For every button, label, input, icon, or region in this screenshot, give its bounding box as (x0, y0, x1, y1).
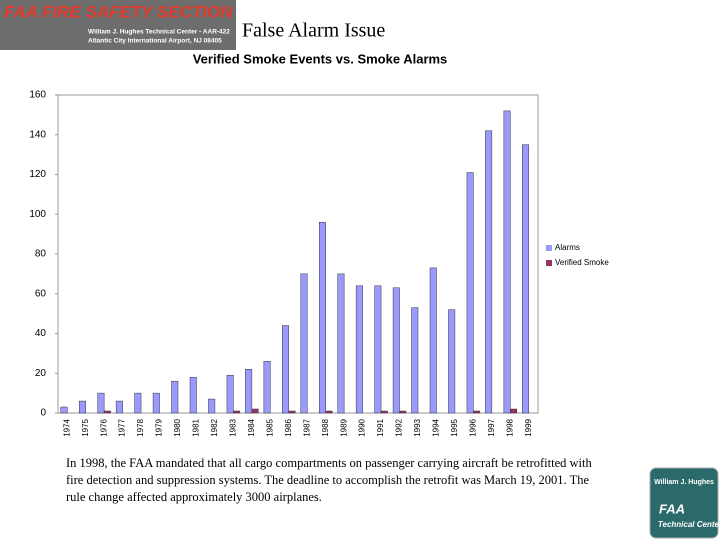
bar (251, 408, 259, 414)
x-tick-label: 1996 (468, 418, 477, 436)
bar (392, 287, 400, 414)
bar (337, 273, 345, 414)
header-logo (0, 0, 236, 50)
bar (300, 273, 308, 414)
logo-center: Technical Center (658, 520, 720, 529)
tech-center-logo (649, 467, 719, 539)
bar (60, 406, 68, 414)
bar (473, 410, 481, 414)
x-tick-label: 1991 (376, 418, 385, 436)
x-tick-label: 1994 (432, 418, 441, 436)
chart-title: Verified Smoke Events vs. Smoke Alarms (193, 51, 448, 66)
bar (208, 398, 216, 414)
y-tick-label: 60 (35, 288, 47, 299)
bar (288, 410, 296, 414)
caption: In 1998, the FAA mandated that all cargo… (66, 456, 592, 504)
x-tick-label: 1989 (339, 418, 348, 436)
x-tick-label: 1974 (62, 418, 71, 436)
center-name: William J. Hughes Technical Center - AAR… (88, 29, 230, 36)
x-tick-label: 1986 (284, 418, 293, 436)
bar (325, 410, 333, 414)
x-tick-label: 1976 (99, 418, 108, 436)
bar (233, 410, 241, 414)
y-tick-label: 40 (35, 328, 47, 339)
x-tick-label: 1988 (321, 418, 330, 436)
x-tick-label: 1982 (210, 418, 219, 436)
plot-area (57, 94, 539, 414)
x-tick-label: 1995 (450, 418, 459, 436)
bar (189, 376, 197, 414)
y-tick-label: 100 (29, 209, 46, 220)
bar (318, 221, 326, 414)
x-tick-label: 1985 (265, 418, 274, 436)
bar (355, 285, 363, 414)
y-tick-label: 20 (35, 368, 47, 379)
y-tick-label: 140 (29, 129, 46, 140)
y-tick-label: 80 (35, 249, 47, 260)
bar (78, 400, 86, 414)
bar (226, 374, 234, 414)
logo-ring: William J. Hughes (654, 479, 714, 486)
bar (503, 110, 511, 414)
legend-swatch (546, 260, 552, 266)
bar (429, 267, 437, 414)
logo-faa: FAA (659, 501, 685, 516)
legend-label: Alarms (555, 243, 580, 252)
bar (263, 361, 271, 414)
x-tick-label: 1981 (192, 418, 201, 436)
x-tick-label: 1983 (228, 418, 237, 436)
bar (466, 172, 474, 414)
bar (171, 380, 179, 414)
bar (115, 400, 123, 414)
bar (282, 325, 290, 414)
bar (510, 408, 518, 414)
bar (103, 410, 111, 414)
y-tick-label: 160 (29, 90, 46, 101)
x-tick-label: 1987 (302, 418, 311, 436)
bar (374, 285, 382, 414)
x-tick-label: 1984 (247, 418, 256, 436)
bar (399, 410, 407, 414)
x-tick-label: 1990 (358, 418, 367, 436)
legend-swatch (546, 245, 552, 251)
x-tick-label: 1993 (413, 418, 422, 436)
y-tick-label: 0 (40, 408, 46, 419)
x-tick-label: 1999 (524, 418, 533, 436)
bar (152, 392, 160, 414)
bar (411, 307, 419, 414)
address: Atlantic City International Airport, NJ … (88, 38, 222, 45)
bar (380, 410, 388, 414)
x-tick-label: 1977 (118, 418, 127, 436)
x-tick-label: 1998 (505, 418, 514, 436)
x-tick-label: 1997 (487, 418, 496, 436)
x-tick-label: 1978 (136, 418, 145, 436)
bar (134, 392, 142, 414)
y-tick-label: 120 (29, 169, 46, 180)
bar (485, 130, 493, 414)
slide-title: False Alarm Issue (242, 20, 385, 42)
x-tick-label: 1992 (395, 418, 404, 436)
legend-label: Verified Smoke (555, 258, 609, 267)
x-tick-label: 1980 (173, 418, 182, 436)
section-title: FAA FIRE SAFETY SECTION (4, 2, 233, 21)
bar (245, 369, 253, 414)
bar (522, 144, 530, 414)
x-tick-label: 1979 (155, 418, 164, 436)
bar (97, 392, 105, 414)
x-tick-label: 1975 (81, 418, 90, 436)
bar (448, 309, 456, 414)
